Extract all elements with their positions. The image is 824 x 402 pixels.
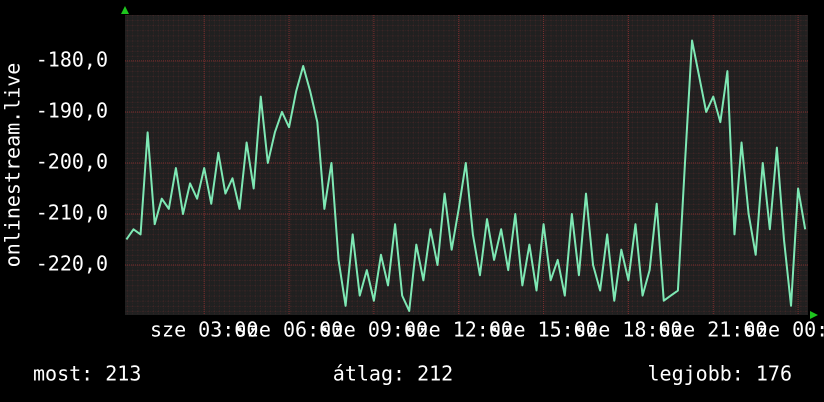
y-tick-label: -220,0: [36, 252, 108, 276]
x-tick-label: sze 18:00: [574, 318, 682, 342]
x-tick-label: sze 12:00: [405, 318, 513, 342]
y-tick-label: -210,0: [36, 200, 108, 224]
data-line: [125, 39, 807, 312]
x-tick-label: sze 00:00: [744, 318, 824, 342]
x-tick-label: sze 15:00: [489, 318, 597, 342]
x-tick-label: sze 03:00: [150, 318, 258, 342]
footer-current: most: 213: [33, 362, 141, 386]
x-tick-label: sze 06:00: [235, 318, 343, 342]
y-tick-label: -200,0: [36, 149, 108, 173]
footer-max: legjobb: 176: [648, 362, 793, 386]
y-tick-label: -180,0: [36, 47, 108, 71]
y-tick-label: -190,0: [36, 98, 108, 122]
x-tick-label: sze 09:00: [320, 318, 428, 342]
axis-arrow: [810, 311, 818, 319]
footer-average: átlag: 212: [333, 362, 453, 386]
axis-arrow: [121, 6, 129, 14]
y-axis-label: onlinestream.live: [1, 63, 25, 268]
x-tick-label: sze 21:00: [659, 318, 767, 342]
